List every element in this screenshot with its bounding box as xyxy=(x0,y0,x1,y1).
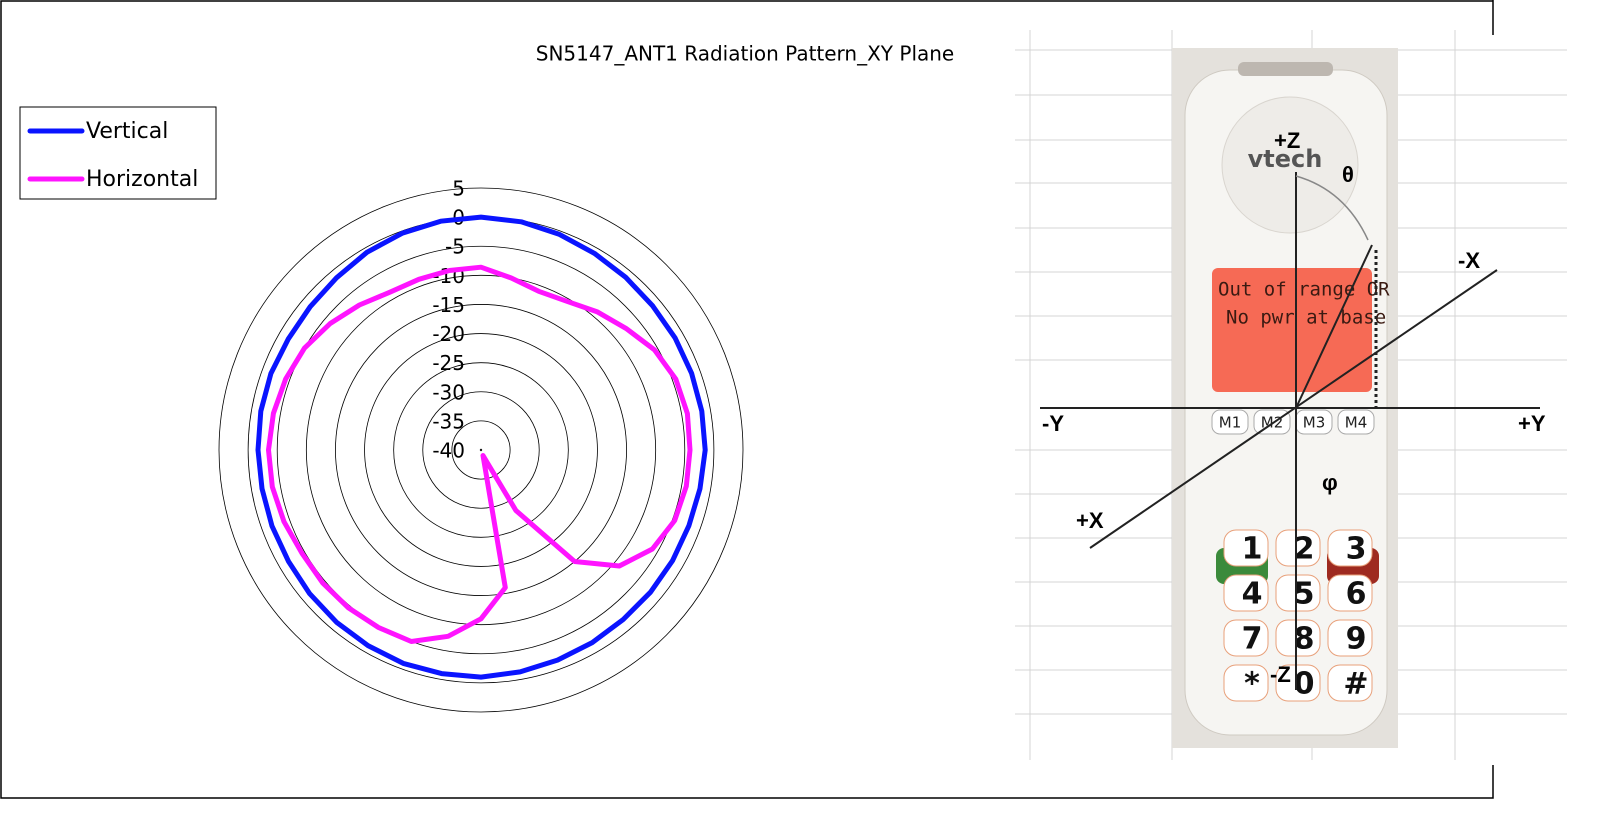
axis-label: +Y xyxy=(1518,411,1546,436)
grid-ring xyxy=(335,304,626,595)
axis-label: +X xyxy=(1076,508,1104,533)
r-tick-label: -40 xyxy=(432,439,465,463)
axis-label: -Z xyxy=(1270,662,1291,687)
r-tick-label: -35 xyxy=(432,409,465,433)
key-label: 9 xyxy=(1346,622,1367,657)
axis-label: -Y xyxy=(1042,411,1064,436)
key-label: 4 xyxy=(1242,577,1263,612)
chart-title: SN5147_ANT1 Radiation Pattern_XY Plane xyxy=(536,42,954,66)
grid-ring xyxy=(394,363,569,538)
grid-ring xyxy=(277,246,685,654)
r-tick-label: -5 xyxy=(445,235,465,259)
grid-ring xyxy=(248,217,714,683)
series-line xyxy=(258,217,705,677)
r-tick-label: -20 xyxy=(432,322,465,346)
key-label: 3 xyxy=(1346,532,1367,567)
legend-label: Vertical xyxy=(86,119,168,144)
axis-label: φ xyxy=(1322,470,1338,495)
key-label: * xyxy=(1244,667,1260,702)
r-tick-label: -30 xyxy=(432,380,465,404)
key-label: M4 xyxy=(1345,414,1368,432)
key-label: # xyxy=(1343,667,1368,702)
r-tick-label: -15 xyxy=(432,293,465,317)
axis-label: +Z xyxy=(1274,128,1300,153)
screen-line: Out of range OR xyxy=(1218,279,1390,301)
axis-label: θ xyxy=(1342,162,1354,187)
key-label: M1 xyxy=(1219,414,1242,432)
key-label: 1 xyxy=(1242,532,1263,567)
key-label: M3 xyxy=(1303,414,1326,432)
r-tick-label: -25 xyxy=(432,351,465,375)
legend-label: Horizontal xyxy=(86,167,198,192)
key-label: 6 xyxy=(1346,577,1367,612)
screen-line: No pwr at base xyxy=(1226,307,1386,329)
grid-ring xyxy=(480,449,482,451)
key-label: 7 xyxy=(1242,622,1263,657)
r-tick-label: 5 xyxy=(452,177,465,201)
grid-ring xyxy=(306,275,655,624)
grid-ring xyxy=(365,334,598,567)
axis-label: -X xyxy=(1458,248,1480,273)
page: SN5147_ANT1 Radiation Pattern_XY Plane v… xyxy=(0,0,1619,826)
